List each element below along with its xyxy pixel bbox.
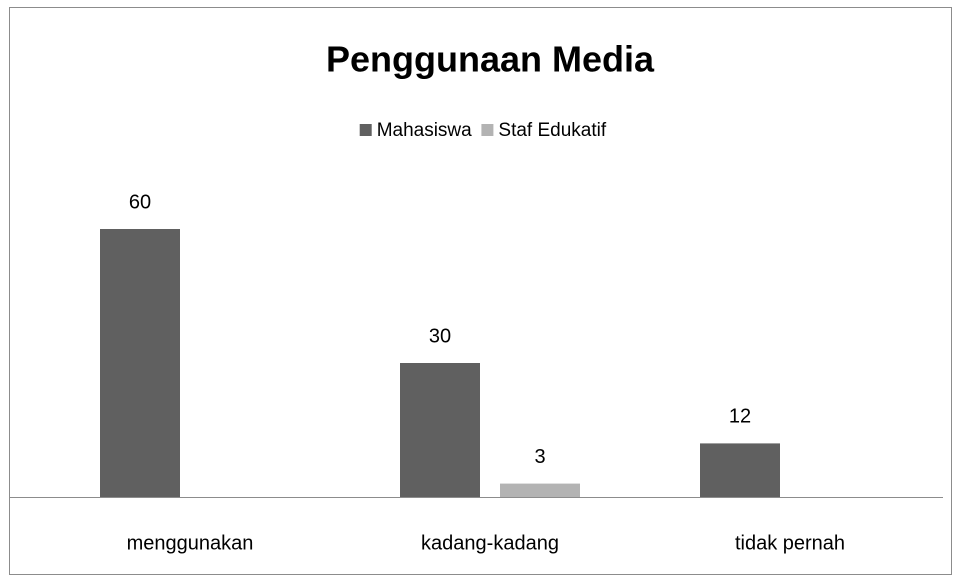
legend-label: Mahasiswa [377, 120, 472, 141]
chart-title: Penggunaan Media [326, 39, 655, 80]
legend-swatch [359, 124, 372, 136]
legend-swatch [481, 124, 494, 136]
bar [400, 363, 480, 497]
bar [100, 229, 180, 497]
bar [700, 443, 780, 497]
data-label: 3 [534, 446, 545, 468]
bar [500, 483, 580, 497]
x-tick-label: tidak pernah [735, 532, 845, 554]
x-tick-label: menggunakan [127, 532, 254, 554]
data-label: 12 [729, 406, 751, 428]
x-tick-label: kadang-kadang [421, 532, 559, 554]
legend-label: Staf Edukatif [498, 120, 606, 141]
data-label: 30 [429, 325, 451, 347]
data-label: 60 [129, 191, 151, 213]
